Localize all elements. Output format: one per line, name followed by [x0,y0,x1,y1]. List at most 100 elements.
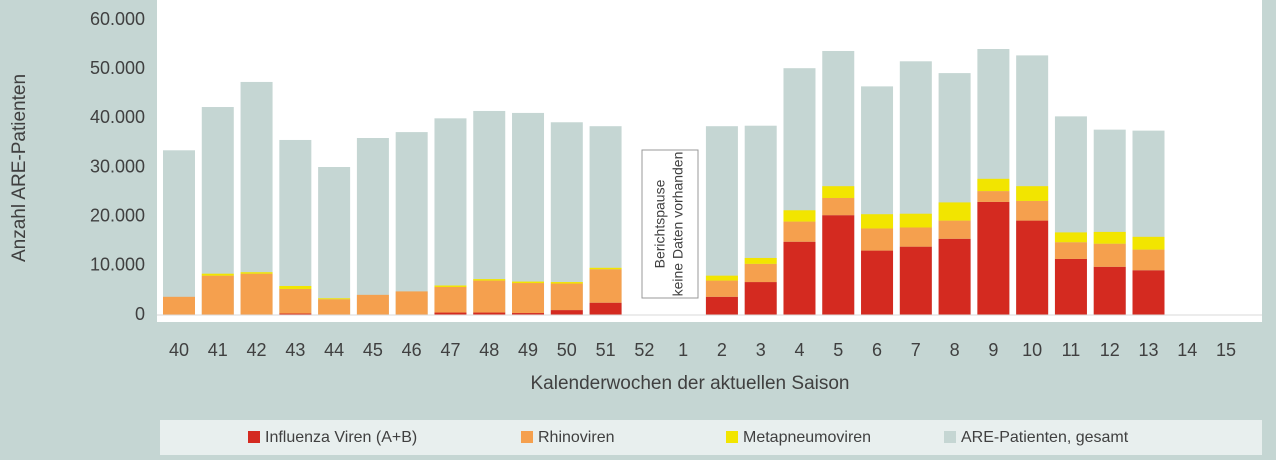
bar-total [512,112,545,315]
bar-segment [279,313,312,315]
annotation: keine Daten vorhanden [670,152,686,297]
legend-swatch [521,431,533,443]
bar-total [163,150,195,315]
bar-segment [550,310,583,315]
annotation: Berichtspause [652,179,668,268]
x-tick-label: 47 [440,340,460,360]
bar-segment [550,283,583,311]
bar-segment [279,288,312,314]
x-tick-label: 50 [557,340,577,360]
x-tick-label: 43 [285,340,305,360]
bar-segment [822,197,855,216]
y-tick-label: 40.000 [90,107,145,127]
y-tick-label: 20.000 [90,205,145,225]
legend-label: Influenza Viren (A+B) [265,429,417,446]
x-tick-label: 12 [1100,340,1120,360]
bar-segment [550,282,583,284]
x-tick-label: 41 [208,340,228,360]
bar-total [279,139,312,315]
bar-total [356,138,389,315]
bar-segment [1016,200,1049,221]
bar-segment [589,267,622,270]
legend-label: Metapneumoviren [743,429,871,446]
x-tick-label: 9 [988,340,998,360]
x-tick-label: 48 [479,340,499,360]
x-tick-label: 45 [363,340,383,360]
x-tick-label: 6 [872,340,882,360]
legend-swatch [944,431,956,443]
bar-segment [434,285,467,287]
bar-segment [1093,266,1126,315]
bar-segment [512,283,545,314]
bar-segment [977,201,1010,315]
bar-segment [589,302,622,315]
bar-segment [1132,270,1165,315]
bar-segment [318,298,351,300]
legend-box [160,420,1262,455]
bar-segment [1132,249,1165,271]
bar-segment [783,241,816,315]
bar-segment [434,286,467,313]
x-tick-label: 46 [402,340,422,360]
bar-segment [938,220,971,239]
bar-segment [744,263,777,283]
bar-segment [1054,232,1087,243]
bar-segment [1016,186,1049,201]
bar-segment [163,296,195,315]
bar-segment [473,312,506,315]
bar-segment [473,279,506,281]
annotation-box [641,149,699,299]
bar-segment [318,299,351,315]
x-tick-label: 11 [1062,340,1081,360]
bar-segment [938,202,971,221]
bar-segment [512,281,545,284]
x-tick-label: 10 [1022,340,1042,360]
bar-segment [1054,258,1087,315]
y-tick-label: 50.000 [90,58,145,78]
bar-segment [744,257,777,264]
bar-segment [1016,220,1049,315]
bar-segment [705,280,738,297]
legend-swatch [248,431,260,443]
bar-segment [783,210,816,222]
bar-segment [1054,242,1087,259]
y-axis-title: Anzahl ARE-Patienten [9,74,30,262]
bar-segment [395,291,428,315]
x-tick-label: 15 [1216,340,1236,360]
bar-segment [977,191,1010,202]
y-tick-label: 60.000 [90,9,145,29]
y-tick-label: 10.000 [90,255,145,275]
legend-label: ARE-Patienten, gesamt [961,429,1129,446]
bar-segment [1093,231,1126,244]
bar-segment [783,221,816,242]
bar-segment [899,227,932,247]
x-tick-label: 51 [596,340,616,360]
x-tick-label: 2 [717,340,727,360]
bar-segment [744,282,777,315]
bar-segment [899,213,932,228]
x-tick-label: 3 [756,340,766,360]
bar-segment [938,238,971,315]
bar-segment [240,273,273,315]
bar-segment [705,296,738,315]
x-tick-label: 4 [794,340,804,360]
x-tick-label: 13 [1138,340,1158,360]
x-tick-label: 49 [518,340,538,360]
bar-segment [822,215,855,315]
bar-segment [822,186,855,198]
bar-segment [434,312,467,315]
y-tick-label: 30.000 [90,156,145,176]
bar-segment [279,285,312,289]
x-tick-label: 14 [1177,340,1197,360]
bar-segment [201,275,234,315]
bar-segment [861,214,894,229]
bar-total [434,118,467,315]
bar-segment [201,273,234,276]
bar-segment [861,250,894,315]
bar-segment [356,294,389,315]
bar-segment [589,269,622,303]
bar-total [318,167,351,315]
x-tick-label: 52 [634,340,654,360]
x-tick-label: 7 [911,340,921,360]
